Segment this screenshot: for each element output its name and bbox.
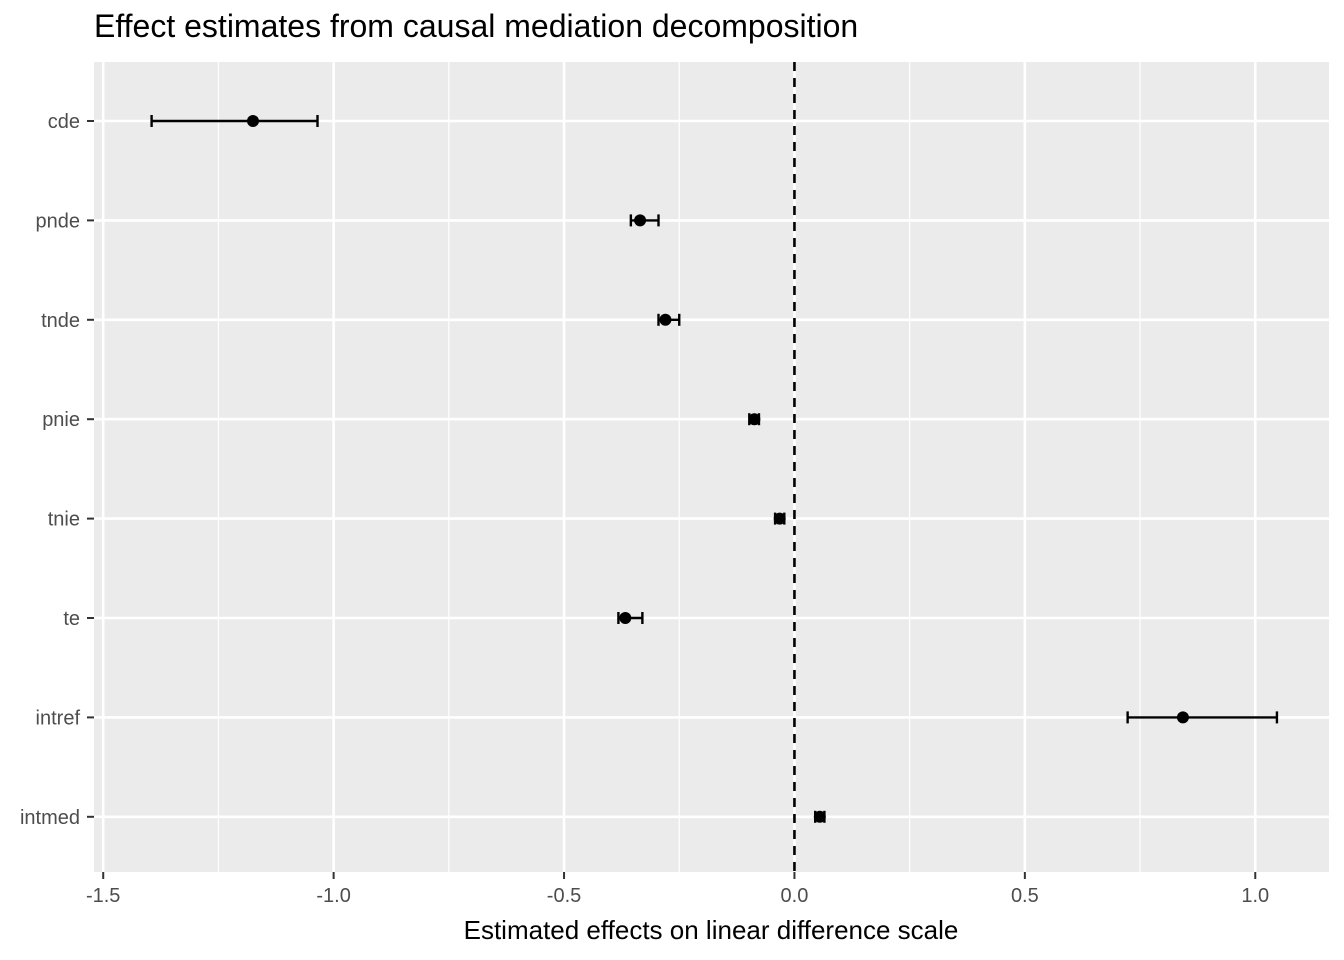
point-tnie [773,512,786,525]
y-tick-label-intref: intref [36,707,81,729]
y-tick-label-tnie: tnie [48,509,80,531]
data-layer [150,115,1279,823]
point-tnde [659,313,672,326]
x-tick-label: 1.0 [1241,885,1269,907]
y-tick-label-intmed: intmed [20,807,80,829]
estimate-row-tnie [773,512,786,525]
point-intref [1176,711,1189,724]
point-pnie [748,413,761,426]
y-tick-label-pnde: pnde [36,210,81,232]
y-tick-label-tnde: tnde [41,310,80,332]
x-tick-label: 0.5 [1011,885,1039,907]
x-tick-label: -1.5 [86,885,120,907]
point-intmed [813,810,826,823]
estimate-row-cde [150,115,319,127]
x-tick-label: 0.0 [781,885,809,907]
estimate-row-pnie [748,413,761,426]
point-cde [246,115,259,127]
point-te [619,612,632,624]
chart-title: Effect estimates from causal mediation d… [94,8,859,44]
estimate-row-te [617,612,644,624]
point-pnde [634,214,647,227]
y-tick-label-te: te [63,608,80,630]
x-tick-label: -0.5 [547,885,581,907]
y-tick-label-cde: cde [48,111,80,133]
estimate-row-pnde [629,214,660,227]
axis-layer: -1.5 -1.0 -0.5 0.0 0.5 1.0 cde pnde tnde pnie tnie… [20,111,1269,907]
plot-panel-background [94,62,1329,872]
estimate-row-intref [1126,711,1279,724]
estimate-row-intmed [813,810,826,823]
y-tick-label-pnie: pnie [42,409,80,431]
x-tick-label: -1.0 [316,885,350,907]
x-axis-title: Estimated effects on linear difference s… [464,915,959,945]
estimate-row-tnde [657,313,681,326]
